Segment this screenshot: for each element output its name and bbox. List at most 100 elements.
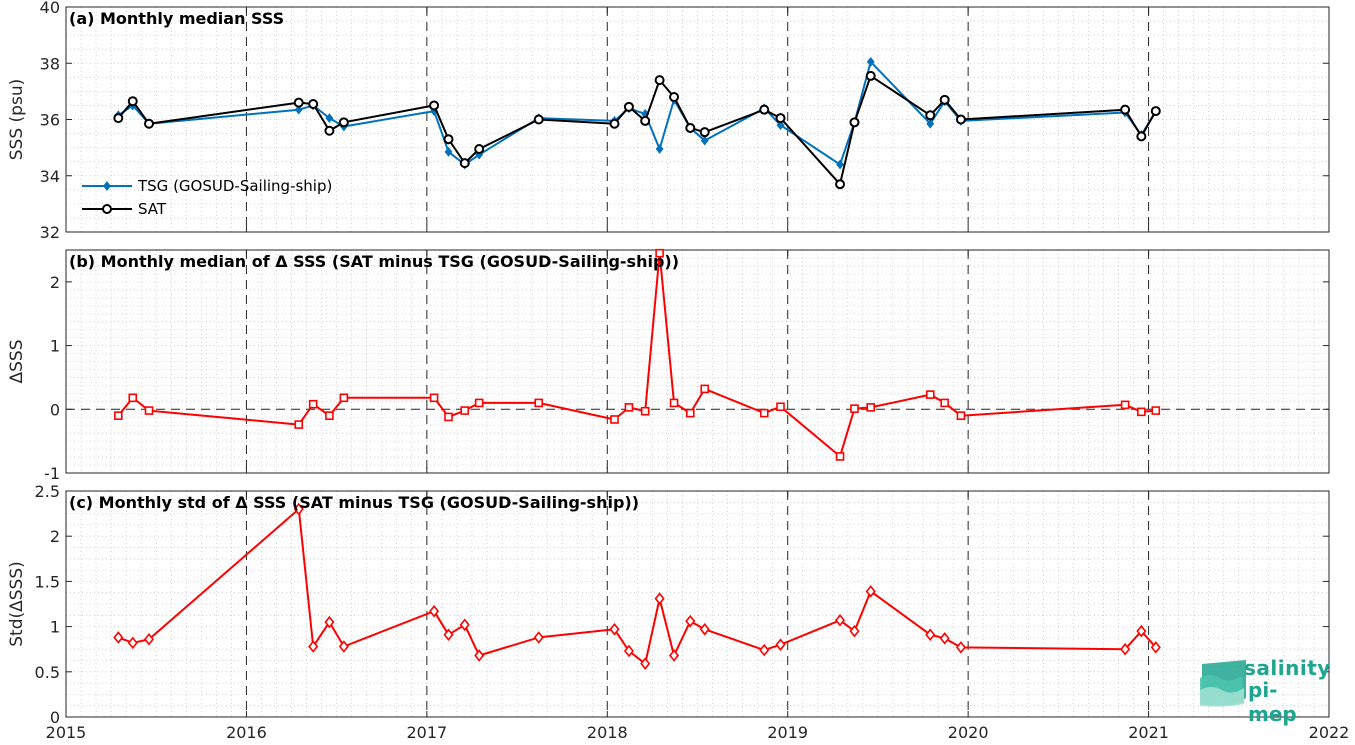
data-point (775, 113, 786, 124)
data-point (955, 114, 966, 125)
data-point (640, 406, 650, 416)
data-point (1120, 642, 1131, 656)
data-point (293, 502, 304, 516)
y-tick-label: 0 (50, 708, 60, 727)
data-point (759, 408, 769, 418)
data-point (144, 406, 154, 415)
legend-label: TSG (GOSUD-Sailing-ship) (137, 177, 332, 195)
data-point (1136, 131, 1147, 142)
panel-title: (b) Monthly median of Δ SSS (SAT minus T… (69, 252, 679, 271)
y-tick-label: 2 (50, 527, 60, 546)
data-point (865, 585, 876, 598)
y-tick-label: 1 (50, 618, 60, 637)
data-point (429, 100, 440, 111)
data-point (294, 104, 303, 115)
data-point (609, 623, 620, 636)
legend-marker (103, 181, 111, 191)
data-point (685, 408, 695, 418)
logo-text-salinity: salinity (1244, 656, 1331, 680)
y-tick-label: 32 (40, 223, 60, 242)
data-point (955, 641, 966, 654)
data-point (325, 113, 334, 123)
data-point (940, 398, 949, 408)
x-tick-label: 2017 (406, 723, 447, 742)
data-point (459, 618, 470, 632)
data-point (654, 75, 665, 86)
data-point (939, 632, 950, 645)
data-point (956, 411, 966, 420)
data-point (1151, 406, 1161, 415)
data-point (699, 623, 710, 636)
data-point (849, 624, 860, 638)
data-point (308, 99, 319, 110)
series-delta (113, 502, 1161, 670)
data-point (1120, 104, 1131, 115)
data-point (308, 399, 318, 409)
data-point (610, 415, 619, 424)
data-point (338, 117, 349, 128)
data-point (835, 179, 846, 190)
y-axis-label: ΔSSS (7, 339, 27, 383)
y-tick-label: 1 (50, 337, 60, 356)
legend: TSG (GOSUD-Sailing-ship) SAT (82, 177, 332, 218)
y-axis-label: Std(ΔSSS) (7, 561, 27, 647)
data-point (759, 643, 770, 657)
data-point (325, 411, 334, 420)
axes-box (65, 249, 1330, 474)
data-point (623, 101, 634, 112)
panel-title: (a) Monthly median SSS (69, 9, 284, 28)
data-point (534, 398, 544, 408)
y-tick-label: 2.5 (35, 482, 60, 501)
wave-logo-icon (1200, 660, 1246, 707)
data-point (849, 117, 860, 128)
data-point (1150, 641, 1161, 654)
data-point (699, 127, 710, 138)
data-point (444, 146, 453, 157)
x-tick-label: 2021 (1128, 723, 1169, 742)
x-tick-label: 2022 (1309, 723, 1350, 742)
legend-marker (102, 204, 112, 214)
panel-title: (c) Monthly std of Δ SSS (SAT minus TSG … (69, 493, 639, 512)
data-point (640, 115, 651, 126)
data-point (339, 393, 349, 403)
data-point (324, 615, 335, 629)
x-tick-label: 2020 (948, 723, 989, 742)
data-point (926, 118, 935, 129)
y-tick-label: 0 (50, 400, 60, 419)
data-point (308, 640, 319, 653)
data-point (836, 159, 844, 170)
data-point (113, 631, 124, 644)
data-point (925, 110, 936, 121)
salinity-pi-mep-logo: salinity pi-mep (1196, 656, 1330, 726)
data-point (533, 631, 544, 644)
y-tick-label: 36 (40, 111, 60, 130)
data-point (865, 70, 876, 81)
data-point (338, 640, 349, 653)
data-point (925, 390, 935, 399)
data-point (429, 604, 440, 618)
logo-text-pi-mep: pi-mep (1248, 678, 1297, 726)
x-tick-label: 2018 (587, 723, 628, 742)
series-sat (113, 70, 1161, 190)
y-tick-label: 34 (40, 167, 60, 186)
data-point (850, 404, 859, 413)
data-point (127, 96, 138, 107)
y-axis-label: SSS (psu) (7, 79, 27, 160)
data-point (128, 393, 138, 403)
data-point (1150, 106, 1161, 117)
y-tick-label: 40 (40, 0, 60, 17)
data-point (533, 114, 544, 125)
data-point (474, 398, 484, 408)
data-point (685, 122, 696, 133)
data-point (474, 649, 485, 662)
x-tick-label: 2016 (226, 723, 267, 742)
data-point (685, 614, 696, 628)
data-point (443, 134, 454, 145)
data-point (429, 393, 439, 403)
data-point (669, 398, 679, 408)
data-point (775, 638, 786, 651)
data-point (1137, 407, 1146, 417)
panel-a: 32 34 36 38 40 SSS (psu) (a) Monthly median SS… (7, 0, 1330, 242)
grid (66, 6, 1329, 233)
x-tick-label: 2019 (767, 723, 808, 742)
